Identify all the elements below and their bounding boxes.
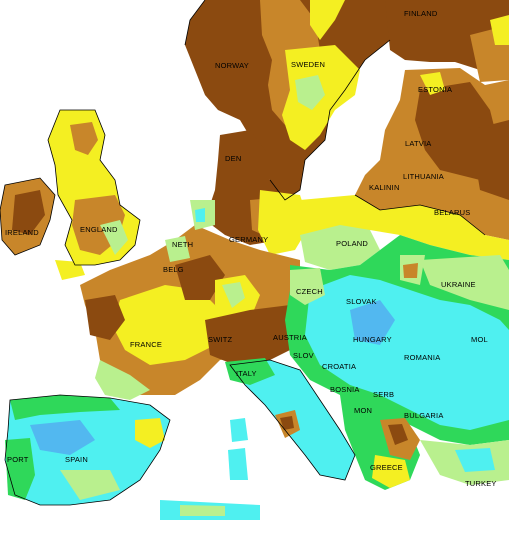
england-normal-patch [100,220,128,255]
france-central-slightly-dry [112,285,225,365]
label-austria: AUSTRIA [273,333,307,342]
belgium-normal [165,236,190,262]
sw-france-normal [95,360,150,400]
east-ukraine-normal [420,255,509,310]
label-hungary: HUNGARY [353,335,392,344]
label-germany: GERMANY [229,235,268,244]
scotland-dry [70,122,98,155]
brittany-very-dry [85,295,125,340]
label-slovakia: SLOVAK [346,297,377,306]
sweden-normal-patch [295,75,325,110]
label-slovenia: SLOV [293,351,314,360]
netherlands-wet [195,208,205,222]
north-sweden-strip [310,0,345,40]
label-romania: ROMANIA [404,353,440,362]
label-england: ENGLAND [80,225,118,234]
label-montenegro: MON [354,406,372,415]
label-croatia: CROATIA [322,362,356,371]
iberia-north-wet [10,395,120,420]
label-moldova: MOL [471,335,488,344]
east-spain-slightly-dry [135,418,165,448]
label-ireland: IRELAND [5,228,39,237]
poland-belarus-slightly-dry [300,195,509,260]
label-italy: ITALY [236,369,257,378]
estonia-patch [420,72,445,95]
ireland-very-dry [12,190,45,235]
label-sweden: SWEDEN [291,60,325,69]
label-france: FRANCE [130,340,162,349]
label-belarus: BELARUS [434,208,470,217]
label-greece: GREECE [370,463,403,472]
label-poland: POLAND [336,239,368,248]
karelia-patch [490,15,509,45]
iberia-extreme-wet [30,420,95,455]
russia-very-dry [470,120,509,200]
label-ukraine: UKRAINE [441,280,476,289]
label-belgium: BELG [163,265,184,274]
east-germany-slightly-dry [258,190,310,255]
label-spain: SPAIN [65,455,88,464]
turkey-wet [455,448,495,472]
label-switzerland: SWITZ [208,335,233,344]
label-norway: NORWAY [215,61,249,70]
alps-very-dry [205,305,310,365]
iberia-region [5,395,260,520]
label-serbia: SERB [373,390,394,399]
corsica [230,418,248,442]
bulgaria-very-dry [388,424,408,445]
label-bulgaria: BULGARIA [404,411,444,420]
italy-region [225,358,355,480]
north-africa-normal [180,505,225,516]
label-estonia: ESTONIA [418,85,452,94]
label-turkey: TURKEY [465,479,497,488]
label-lithuania: LITHUANIA [403,172,444,181]
label-finland: FINLAND [404,9,438,18]
iberia-very-wet [5,395,170,505]
ukraine-dry-spot [403,263,418,278]
label-kalinin: KALININ [369,183,400,192]
label-portugal: PORT [7,455,29,464]
portugal-wet [5,438,35,500]
label-czech: CZECH [296,287,323,296]
coastlines [0,0,486,506]
label-bosnia: BOSNIA [330,385,360,394]
po-valley-wet [225,358,275,385]
rome-very-dry [280,416,294,430]
eastern-europe [285,195,509,490]
country-labels: FINLAND NORWAY SWEDEN ESTONIA LATVIA LIT… [5,9,497,488]
sardinia [228,448,248,480]
label-latvia: LATVIA [405,139,432,148]
greece-slightly-dry [372,455,410,488]
belgium-very-dry [175,255,225,300]
hungary-extreme-wet [350,300,395,345]
south-spain-normal [60,470,120,500]
western-central-europe [80,130,310,400]
scandinavia-region [185,0,395,200]
germany-normal-patch [222,282,245,308]
finland-baltic-region [355,0,509,240]
label-denmark: DEN [225,154,241,163]
czech-normal [290,268,325,305]
poland-normal [300,225,380,270]
label-netherlands: NETH [172,240,193,249]
